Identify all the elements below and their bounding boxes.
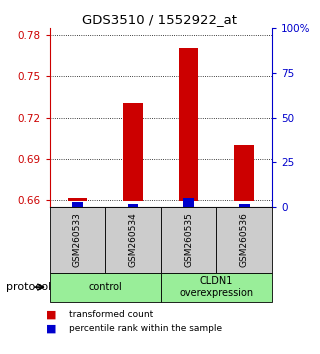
Text: protocol: protocol (6, 282, 52, 292)
Bar (235, 145, 254, 201)
Text: GSM260535: GSM260535 (184, 212, 193, 267)
Text: GSM260536: GSM260536 (240, 212, 249, 267)
Text: control: control (88, 282, 122, 292)
Text: ■: ■ (46, 323, 57, 333)
Bar (68, 198, 87, 201)
Bar (72, 202, 83, 207)
Bar (239, 204, 250, 207)
Text: CLDN1
overexpression: CLDN1 overexpression (179, 276, 253, 298)
Bar (128, 204, 138, 207)
Text: GSM260533: GSM260533 (73, 212, 82, 267)
Bar (179, 47, 198, 201)
Text: transformed count: transformed count (69, 310, 153, 319)
Text: ■: ■ (46, 310, 57, 320)
Text: percentile rank within the sample: percentile rank within the sample (69, 324, 222, 333)
Bar (183, 198, 194, 207)
Text: GDS3510 / 1552922_at: GDS3510 / 1552922_at (83, 13, 237, 27)
Text: GSM260534: GSM260534 (129, 212, 138, 267)
Bar (123, 103, 143, 201)
